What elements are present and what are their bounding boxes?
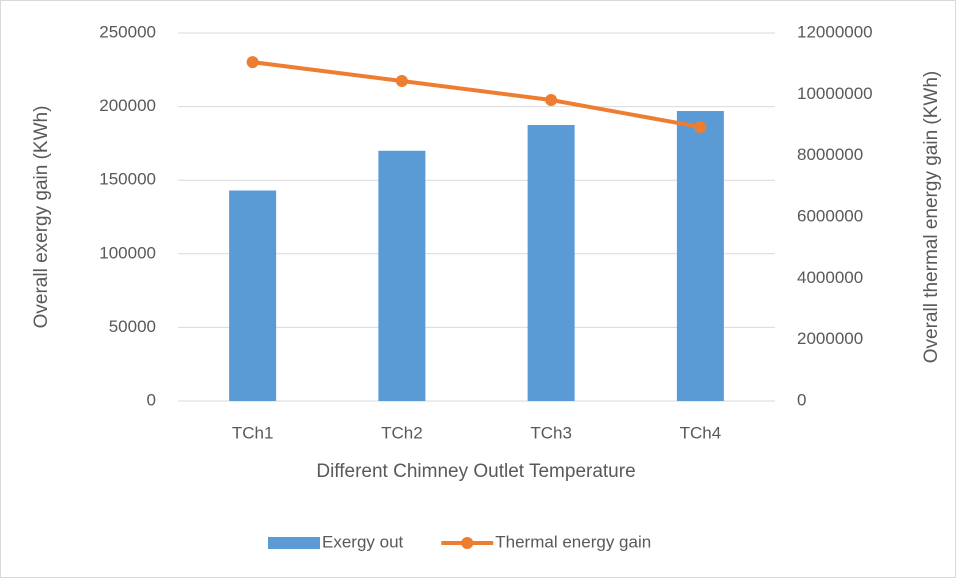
y-tick-label: 200000 bbox=[99, 96, 156, 115]
line bbox=[252, 60, 701, 129]
x-tick-label: TCh4 bbox=[680, 423, 722, 442]
y2-tick-label: 6000000 bbox=[797, 206, 863, 225]
y-tick-label: 150000 bbox=[99, 170, 156, 189]
bar bbox=[378, 150, 426, 401]
legend-label: Thermal energy gain bbox=[495, 532, 651, 551]
x-tick-label: TCh3 bbox=[530, 423, 572, 442]
x-axis-title: Different Chimney Outlet Temperature bbox=[316, 461, 635, 482]
y-tick-label: 100000 bbox=[99, 243, 156, 262]
y-tick-label: 0 bbox=[147, 390, 156, 409]
y-tick-label: 250000 bbox=[99, 22, 156, 41]
y-tick-label: 50000 bbox=[109, 317, 156, 336]
bar bbox=[527, 125, 575, 401]
line-marker bbox=[694, 120, 707, 133]
y2-axis-title: Overall thermal energy gain (KWh) bbox=[921, 71, 942, 364]
y2-tick-label: 12000000 bbox=[797, 22, 873, 41]
bar bbox=[229, 190, 277, 401]
y2-tick-label: 10000000 bbox=[797, 84, 873, 103]
line-marker bbox=[395, 74, 408, 87]
y2-tick-label: 0 bbox=[797, 390, 806, 409]
y-axis-title: Overall exergy gain (KWh) bbox=[31, 106, 52, 329]
legend-label: Exergy out bbox=[322, 532, 404, 551]
legend-marker bbox=[461, 537, 474, 549]
y2-tick-label: 8000000 bbox=[797, 145, 863, 164]
x-tick-label: TCh2 bbox=[381, 423, 423, 442]
y2-tick-label: 4000000 bbox=[797, 268, 863, 287]
bar bbox=[676, 111, 724, 402]
x-tick-label: TCh1 bbox=[232, 423, 274, 442]
y2-tick-label: 2000000 bbox=[797, 329, 863, 348]
line-marker bbox=[246, 56, 259, 69]
line-marker bbox=[545, 94, 558, 107]
legend-swatch bbox=[268, 537, 320, 549]
